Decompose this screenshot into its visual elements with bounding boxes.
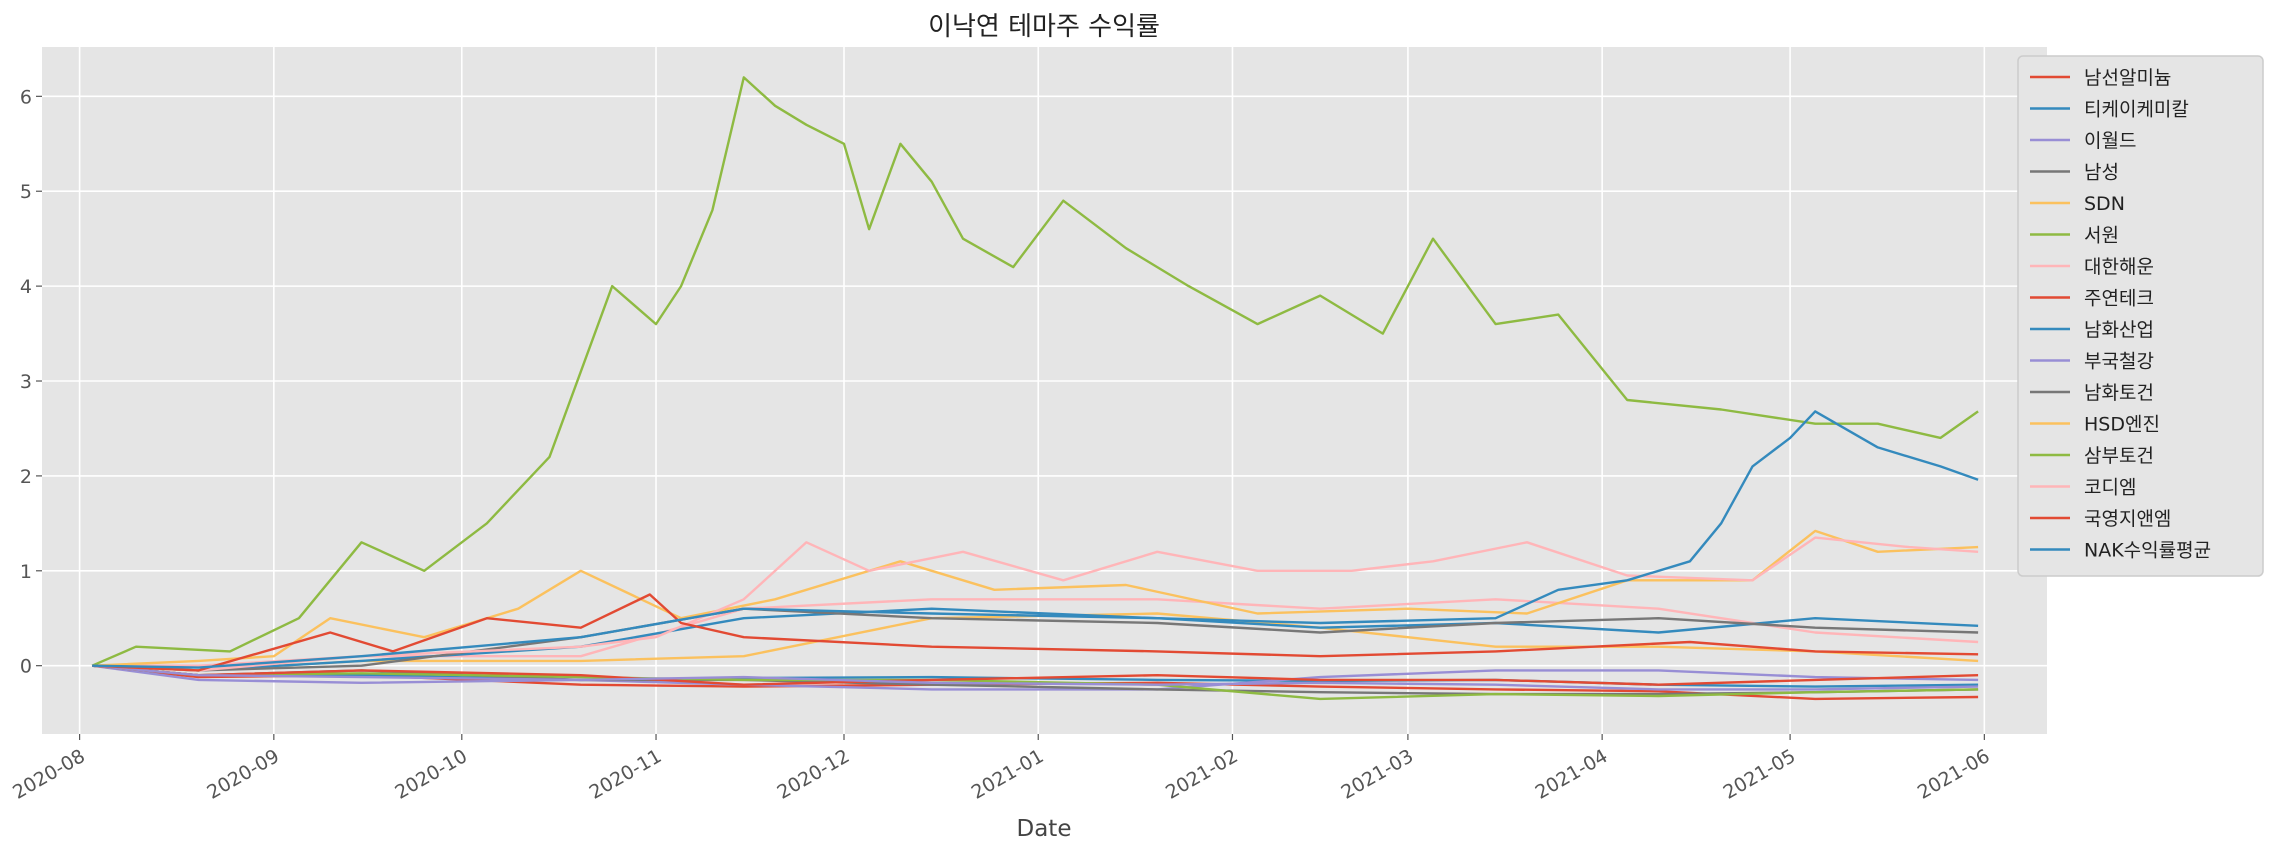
y-tick-label: 5 <box>20 181 32 203</box>
y-axis-ticks: 0 1 2 3 4 5 6 <box>20 86 42 678</box>
legend-label: NAK수익률평균 <box>2084 540 2211 562</box>
legend-label: 남화산업 <box>2084 319 2154 341</box>
x-axis-ticks: 2020-08 2020-09 2020-10 2020-11 2020-12 2021-… <box>9 734 1994 804</box>
legend-label: 부국철강 <box>2084 351 2154 373</box>
legend-label: 서원 <box>2084 225 2119 247</box>
series-line-3 <box>91 664 1979 691</box>
x-tick-label: 2021-01 <box>968 745 1048 804</box>
x-tick-label: 2021-02 <box>1162 745 1242 804</box>
legend-label: 남화토건 <box>2084 382 2154 404</box>
series-line-8 <box>91 664 1979 686</box>
series-line-10 <box>91 664 1979 691</box>
legend-label: 이월드 <box>2084 130 2136 152</box>
x-tick-label: 2020-10 <box>391 745 471 804</box>
y-tick-label: 3 <box>20 371 32 393</box>
x-tick-label: 2021-06 <box>1914 745 1994 804</box>
legend-label: 주연테크 <box>2084 288 2154 310</box>
legend-label: 국영지앤엠 <box>2084 508 2171 530</box>
y-tick-label: 6 <box>20 86 32 108</box>
legend-box <box>2017 55 2264 577</box>
legend-label: 남성 <box>2084 162 2119 184</box>
legend-label: 삼부토건 <box>2084 445 2154 467</box>
plot-background <box>42 47 2047 734</box>
y-tick-label: 4 <box>20 276 32 298</box>
x-tick-label: 2020-11 <box>586 745 666 804</box>
series-line-15 <box>92 593 1979 672</box>
x-tick-label: 2020-09 <box>203 745 283 804</box>
y-tick-label: 2 <box>20 466 32 488</box>
series-line-11 <box>92 607 1979 672</box>
legend-label: 티케이케미칼 <box>2084 99 2189 121</box>
y-tick-label: 1 <box>20 561 32 583</box>
x-axis-label: Date <box>1017 816 1072 842</box>
series-line-13 <box>91 76 1979 667</box>
series-lines <box>91 76 1979 701</box>
x-tick-label: 2021-03 <box>1337 745 1417 804</box>
legend-label: 남선알미늄 <box>2084 67 2171 89</box>
x-tick-label: 2020-08 <box>9 745 89 804</box>
x-tick-label: 2021-04 <box>1532 745 1612 804</box>
series-line-14 <box>92 536 1979 672</box>
legend-label: 코디엠 <box>2084 477 2136 499</box>
legend-label: SDN <box>2084 193 2125 215</box>
y-tick-label: 0 <box>20 656 32 678</box>
series-line-9 <box>92 607 1979 672</box>
legend-label: 대한해운 <box>2084 256 2154 278</box>
chart-title: 이낙연 테마주 수익률 <box>928 12 1160 42</box>
legend-label: HSD엔진 <box>2084 414 2160 436</box>
x-tick-label: 2020-12 <box>774 745 854 804</box>
x-tick-label: 2021-05 <box>1720 745 1800 804</box>
series-line-16 <box>92 410 1979 669</box>
series-line-6 <box>91 664 1979 701</box>
